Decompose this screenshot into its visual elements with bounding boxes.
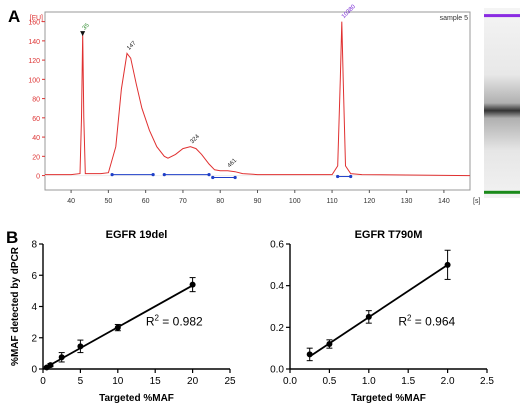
integration-marker <box>233 175 237 180</box>
r2-prefix: R <box>398 314 407 328</box>
gel-band <box>484 190 520 194</box>
integration-marker <box>110 173 114 177</box>
gel-band <box>484 14 520 18</box>
y-tick-label: 8 <box>31 240 37 251</box>
x-tick-label: 50 <box>104 198 112 205</box>
x-tick-label: 120 <box>363 198 375 205</box>
integration-marker <box>162 173 166 177</box>
electropherogram-chart: 0 20 40 60 80 100 120 140 160 40 50 60 70 80 90 100 110 1… <box>28 4 480 205</box>
y-tick-label: 100 <box>28 77 40 84</box>
y-tick-label: 20 <box>32 154 40 161</box>
fit-line <box>309 264 449 358</box>
gel-image <box>484 8 520 198</box>
x-tick-label: 5 <box>78 376 84 387</box>
data-point <box>114 324 121 331</box>
x-tick-label: 1.5 <box>401 376 415 387</box>
y-tick-label: 0 <box>36 174 40 181</box>
integration-marker <box>211 175 215 180</box>
panel-label-b: B <box>6 228 18 247</box>
r2-exponent: 2 <box>407 313 412 322</box>
data-point <box>444 261 451 268</box>
y-tick-label: 6 <box>31 271 37 282</box>
panel-label-a: A <box>8 7 20 26</box>
plot-frame <box>44 11 471 191</box>
r-squared-label: R2 = 0.964 <box>398 313 455 328</box>
x-tick-label: 90 <box>254 198 262 205</box>
gel-lane <box>484 8 520 198</box>
data-point <box>47 362 54 369</box>
x-tick-label: 110 <box>326 198 337 205</box>
integration-marker <box>336 174 340 179</box>
x-tick-label: 25 <box>224 376 236 387</box>
y-tick-label: 0.6 <box>270 240 284 251</box>
y-axis-label: %MAF detected by dPCR <box>10 246 21 366</box>
r2-prefix: R <box>146 314 155 328</box>
x-tick-label: 0.5 <box>322 376 336 387</box>
y-tick-label: 140 <box>28 39 40 46</box>
x-tick-label: 2.0 <box>441 376 455 387</box>
x-axis-label: Targeted %MAF <box>351 393 426 403</box>
r2-exponent: 2 <box>155 313 160 322</box>
egfr-t790m-chart: 0.0 0.2 0.4 0.6 0.0 0.5 1.0 1.5 2.0 2.5 EGFR T790M… <box>270 229 494 403</box>
data-point <box>365 313 372 320</box>
y-tick-label: 0.4 <box>270 281 284 292</box>
y-tick-label: 0.2 <box>270 323 284 334</box>
y-tick-label: 60 <box>32 116 40 123</box>
integration-marker <box>151 173 155 177</box>
r2-value: = 0.982 <box>159 314 203 328</box>
y-tick-label: 4 <box>31 302 37 313</box>
integration-marker <box>349 174 353 179</box>
peak-label: 35 <box>82 22 91 31</box>
data-point <box>58 354 65 361</box>
y-tick-label: 0 <box>31 365 37 376</box>
x-tick-label: 2.5 <box>480 376 494 387</box>
x-tick-label: 130 <box>401 198 413 205</box>
peak-marker <box>80 31 86 37</box>
y-tick-label: 160 <box>28 20 40 27</box>
x-tick-label: 140 <box>438 198 450 205</box>
x-tick-label: 60 <box>142 198 150 205</box>
y-tick-label: 0.0 <box>270 365 284 376</box>
y-tick-label: 80 <box>32 97 40 104</box>
x-tick-label: 0 <box>40 376 46 387</box>
x-tick-label: 40 <box>67 198 75 205</box>
egfr-19del-chart: 0 2 4 6 8 0 5 10 15 20 25 EGFR 19del Targeted %MAF %M… <box>10 229 236 403</box>
peak-label: 461 <box>227 157 239 169</box>
chart-title: EGFR T790M <box>355 229 423 241</box>
x-tick-label: 15 <box>150 376 162 387</box>
sample-label: sample 5 <box>440 15 469 22</box>
chart-title: EGFR 19del <box>106 229 168 241</box>
x-tick-label: 20 <box>187 376 199 387</box>
data-point <box>326 341 333 347</box>
x-tick-label: 10 <box>112 376 124 387</box>
integration-marker <box>207 173 211 177</box>
data-point <box>306 351 313 358</box>
peak-label: 324 <box>190 133 202 145</box>
x-tick-label: 0.0 <box>283 376 297 387</box>
data-point <box>189 281 196 288</box>
x-axis-label: Targeted %MAF <box>99 393 174 403</box>
x-axis-unit: [s] <box>473 198 480 205</box>
x-tick-label: 70 <box>179 198 187 205</box>
peak-label: 147 <box>126 40 138 52</box>
y-axis-unit: [FU] <box>30 15 43 22</box>
data-point <box>77 343 84 350</box>
r-squared-label: R2 = 0.982 <box>146 313 203 328</box>
y-tick-label: 40 <box>32 135 40 142</box>
trace-line <box>45 21 471 177</box>
x-tick-label: 100 <box>289 198 301 205</box>
y-tick-label: 120 <box>28 58 40 65</box>
x-tick-label: 80 <box>216 198 224 205</box>
x-tick-label: 1.0 <box>362 376 376 387</box>
r2-value: = 0.964 <box>411 314 455 328</box>
y-tick-label: 2 <box>31 333 37 344</box>
